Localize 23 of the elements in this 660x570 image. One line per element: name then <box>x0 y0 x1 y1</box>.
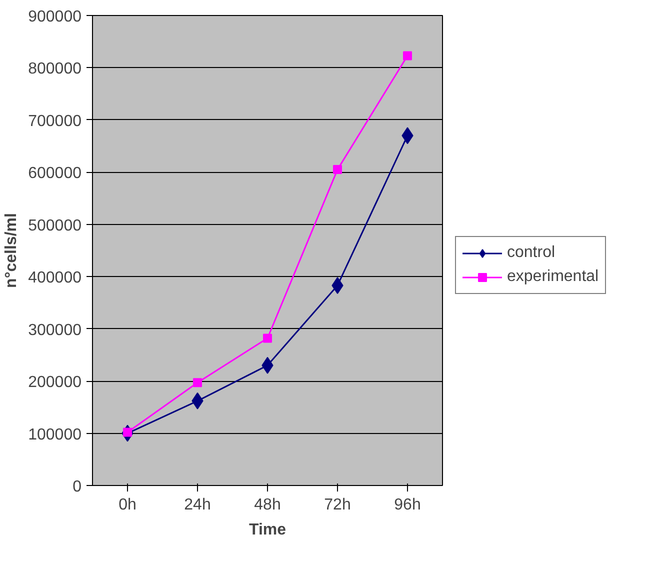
y-tick-label: 500000 <box>28 217 82 234</box>
y-tick-label: 600000 <box>28 165 82 182</box>
point <box>193 378 202 388</box>
point <box>403 51 412 60</box>
y-tick-label: 700000 <box>28 112 82 130</box>
point <box>333 165 342 174</box>
x-axis-title: Time <box>248 522 286 538</box>
y-tick-label: 800000 <box>28 60 82 78</box>
y-tick-label: 200000 <box>28 374 82 392</box>
x-tick-label: 0h <box>118 496 136 514</box>
y-tick-label: 300000 <box>28 322 82 339</box>
y-tick-label: 100000 <box>28 426 82 444</box>
y-axis-title: n°cells/ml <box>3 213 20 288</box>
x-tick-label: 72h <box>324 496 351 514</box>
y-tick-label: 900000 <box>28 8 82 26</box>
y-tick-label: 0 <box>72 478 82 496</box>
x-tick-label: 96h <box>394 496 421 514</box>
legend-label: experimental <box>507 268 599 286</box>
x-tick-label: 24h <box>184 496 211 514</box>
legend-label: control <box>507 244 556 262</box>
y-tick-label: 400000 <box>28 270 82 287</box>
x-tick-label: 48h <box>254 496 281 514</box>
point <box>263 334 272 343</box>
